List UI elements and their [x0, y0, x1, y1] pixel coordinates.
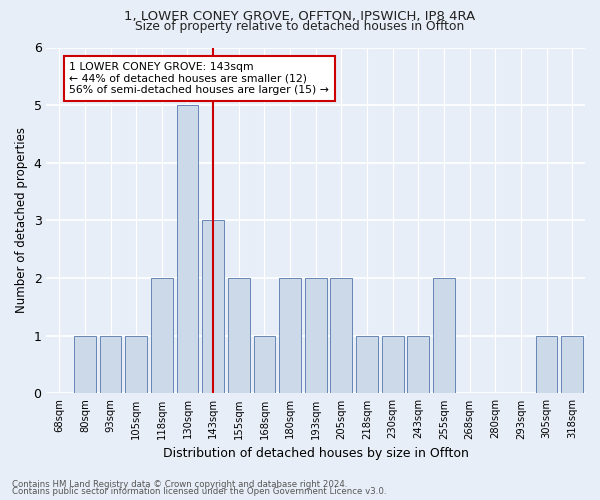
Bar: [74, 336, 96, 394]
Bar: [536, 336, 557, 394]
Bar: [433, 278, 455, 394]
X-axis label: Distribution of detached houses by size in Offton: Distribution of detached houses by size …: [163, 447, 469, 460]
Bar: [382, 336, 404, 394]
Bar: [254, 336, 275, 394]
Bar: [228, 278, 250, 394]
Bar: [561, 336, 583, 394]
Bar: [305, 278, 326, 394]
Text: Contains HM Land Registry data © Crown copyright and database right 2024.: Contains HM Land Registry data © Crown c…: [12, 480, 347, 489]
Bar: [176, 105, 199, 394]
Bar: [100, 336, 121, 394]
Bar: [279, 278, 301, 394]
Bar: [125, 336, 147, 394]
Y-axis label: Number of detached properties: Number of detached properties: [15, 128, 28, 314]
Bar: [202, 220, 224, 394]
Text: 1 LOWER CONEY GROVE: 143sqm
← 44% of detached houses are smaller (12)
56% of sem: 1 LOWER CONEY GROVE: 143sqm ← 44% of det…: [70, 62, 329, 95]
Bar: [331, 278, 352, 394]
Bar: [407, 336, 429, 394]
Bar: [356, 336, 378, 394]
Bar: [151, 278, 173, 394]
Text: 1, LOWER CONEY GROVE, OFFTON, IPSWICH, IP8 4RA: 1, LOWER CONEY GROVE, OFFTON, IPSWICH, I…: [124, 10, 476, 23]
Text: Size of property relative to detached houses in Offton: Size of property relative to detached ho…: [136, 20, 464, 33]
Text: Contains public sector information licensed under the Open Government Licence v3: Contains public sector information licen…: [12, 487, 386, 496]
